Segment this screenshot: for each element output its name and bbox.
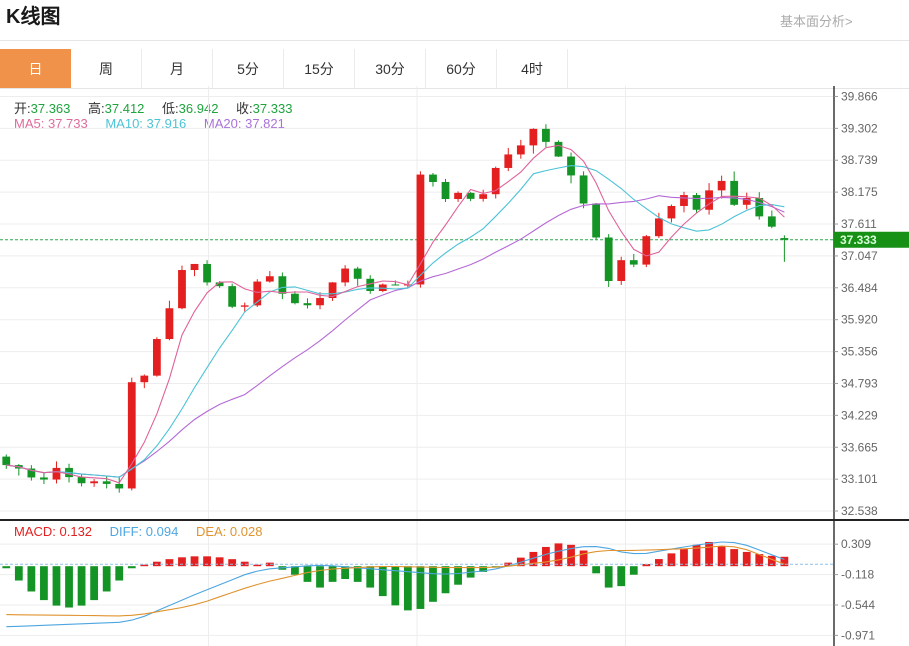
svg-text:35.356: 35.356 [841, 345, 878, 359]
svg-text:33.665: 33.665 [841, 440, 878, 454]
svg-text:-0.544: -0.544 [841, 598, 875, 612]
svg-text:36.484: 36.484 [841, 281, 878, 295]
svg-text:38.739: 38.739 [841, 153, 878, 167]
svg-text:0.309: 0.309 [841, 537, 871, 551]
svg-text:32.538: 32.538 [841, 504, 878, 518]
svg-text:-0.118: -0.118 [841, 568, 874, 582]
svg-text:39.866: 39.866 [841, 89, 878, 103]
svg-text:-0.971: -0.971 [841, 628, 875, 642]
svg-text:39.302: 39.302 [841, 121, 878, 135]
svg-text:34.229: 34.229 [841, 408, 878, 422]
svg-text:35.920: 35.920 [841, 313, 878, 327]
svg-text:33.101: 33.101 [841, 472, 878, 486]
svg-text:37.047: 37.047 [841, 249, 878, 263]
svg-text:38.175: 38.175 [841, 185, 878, 199]
svg-text:37.611: 37.611 [841, 217, 877, 231]
svg-text:34.793: 34.793 [841, 376, 878, 390]
svg-text:37.333: 37.333 [840, 233, 877, 247]
